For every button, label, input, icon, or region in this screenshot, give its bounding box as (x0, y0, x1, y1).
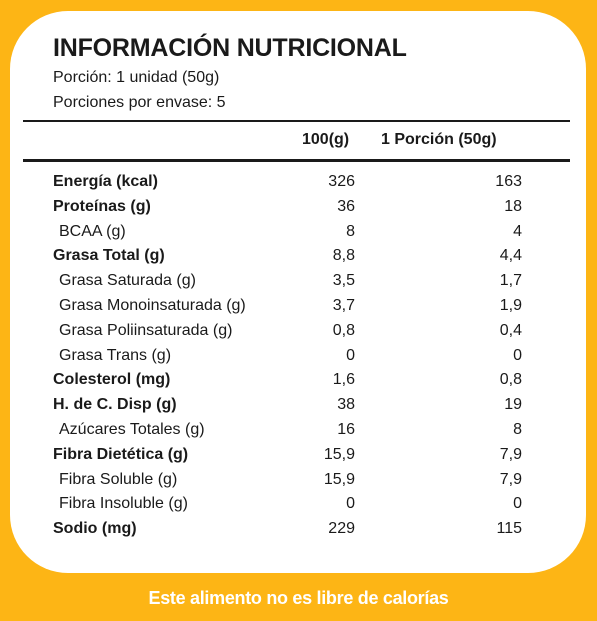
value-per-portion: 1,7 (499, 272, 522, 290)
value-per-portion: 19 (504, 396, 522, 414)
value-per-100g: 3,7 (332, 296, 355, 314)
value-per-portion: 0,4 (499, 321, 522, 339)
value-per-100g: 16 (337, 420, 355, 438)
value-per-portion: 163 (495, 173, 522, 190)
portion-size: Porción: 1 unidad (50g) (53, 69, 220, 86)
nutrient-row: H. de C. Disp (g) 38 19 (0, 394, 597, 419)
value-per-portion: 1,9 (499, 296, 522, 314)
nutrient-row: Energía (kcal) 326 163 (0, 171, 597, 196)
value-per-portion: 7,9 (499, 470, 522, 488)
header-divider (23, 159, 570, 162)
value-per-100g: 8 (346, 222, 355, 240)
top-divider (23, 120, 570, 122)
nutrient-row: Colesterol (mg) 1,6 0,8 (0, 369, 597, 394)
value-per-100g: 0,8 (332, 321, 355, 339)
portions-per-package: Porciones por envase: 5 (53, 94, 226, 111)
value-per-100g: 1,6 (332, 371, 355, 389)
value-per-100g: 0 (346, 495, 355, 513)
nutrient-row: Proteínas (g) 36 18 (0, 196, 597, 221)
label-title: INFORMACIÓN NUTRICIONAL (53, 34, 407, 62)
value-per-100g: 38 (337, 396, 355, 414)
nutrient-name: H. de C. Disp (g) (53, 396, 177, 414)
value-per-portion: 0,8 (499, 371, 522, 389)
value-per-portion: 7,9 (499, 445, 522, 463)
nutrient-name: Grasa Trans (g) (59, 346, 172, 364)
nutrient-name: Energía (kcal) (53, 173, 158, 190)
nutrient-name: Sodio (mg) (53, 520, 137, 538)
value-per-portion: 115 (496, 520, 522, 538)
nutrient-name: Azúcares Totales (g) (59, 420, 205, 438)
value-per-100g: 15,9 (323, 470, 355, 488)
calorie-disclaimer: Este alimento no es libre de calorías (148, 588, 449, 608)
column-header-per-portion: 1 Porción (50g) (381, 131, 497, 148)
value-per-100g: 0 (346, 346, 355, 364)
nutrient-row: Fibra Soluble (g) 15,9 7,9 (0, 469, 597, 494)
nutrient-row: Grasa Poliinsaturada (g) 0,8 0,4 (0, 320, 597, 345)
nutrition-label-card (10, 11, 586, 573)
value-per-portion: 8 (513, 420, 522, 438)
nutrient-name: BCAA (g) (59, 222, 126, 240)
value-per-portion: 4 (513, 222, 522, 240)
value-per-portion: 18 (504, 197, 522, 215)
nutrient-row: BCAA (g) 8 4 (0, 221, 597, 246)
column-header-per-100g: 100(g) (302, 131, 350, 148)
nutrient-name: Grasa Total (g) (53, 247, 165, 265)
value-per-100g: 8,8 (332, 247, 355, 265)
nutrient-name: Grasa Poliinsaturada (g) (59, 321, 233, 339)
nutrient-row: Fibra Insoluble (g) 0 0 (0, 493, 597, 518)
value-per-100g: 15,9 (323, 445, 355, 463)
nutrient-row: Grasa Total (g) 8,8 4,4 (0, 245, 597, 270)
nutrient-name: Fibra Dietética (g) (53, 445, 189, 463)
nutrient-row: Azúcares Totales (g) 16 8 (0, 419, 597, 444)
value-per-portion: 0 (513, 346, 522, 364)
nutrient-name: Grasa Monoinsaturada (g) (59, 296, 246, 314)
nutrient-name: Grasa Saturada (g) (59, 272, 196, 290)
nutrient-name: Fibra Soluble (g) (59, 470, 178, 488)
value-per-portion: 4,4 (499, 247, 522, 265)
nutrient-name: Fibra Insoluble (g) (59, 495, 188, 513)
value-per-100g: 36 (337, 197, 355, 215)
nutrient-row: Sodio (mg) 229 115 (0, 518, 597, 543)
nutrient-row: Grasa Monoinsaturada (g) 3,7 1,9 (0, 295, 597, 320)
nutrient-name: Colesterol (mg) (53, 371, 171, 389)
nutrient-row: Grasa Saturada (g) 3,5 1,7 (0, 270, 597, 295)
value-per-portion: 0 (513, 495, 522, 513)
value-per-100g: 326 (328, 173, 355, 190)
nutrient-row: Grasa Trans (g) 0 0 (0, 345, 597, 370)
value-per-100g: 229 (328, 520, 355, 538)
nutrient-table: Energía (kcal) 326 163 Proteínas (g) 36 18 B… (0, 171, 597, 543)
nutrient-name: Proteínas (g) (53, 197, 151, 215)
value-per-100g: 3,5 (332, 272, 355, 290)
nutrient-row: Fibra Dietética (g) 15,9 7,9 (0, 444, 597, 469)
